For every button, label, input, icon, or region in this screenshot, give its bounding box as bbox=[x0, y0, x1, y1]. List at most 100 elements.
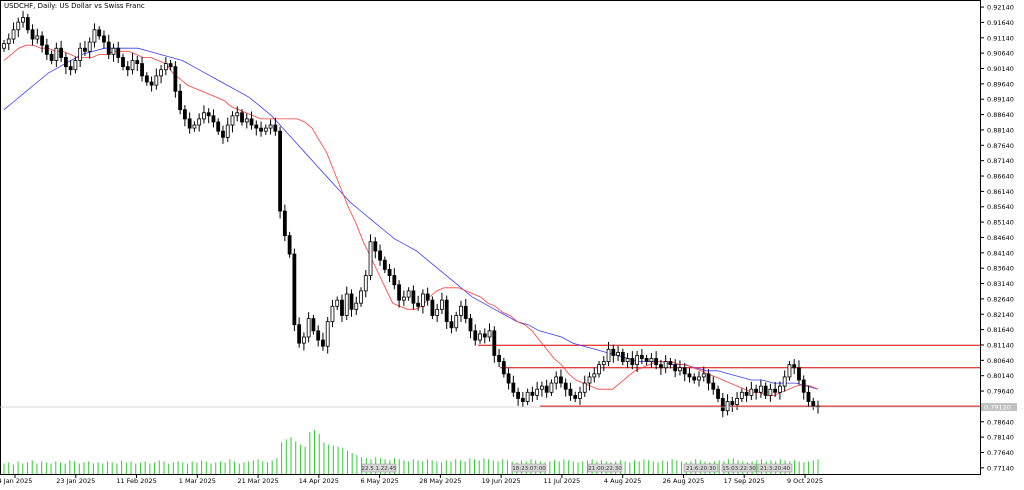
candle-body bbox=[554, 376, 559, 384]
candle-body bbox=[340, 299, 344, 316]
candle-body bbox=[473, 330, 478, 341]
candle-body bbox=[68, 66, 73, 71]
candle-body bbox=[211, 115, 216, 123]
y-tick-label: 0.77140 bbox=[987, 464, 1014, 472]
candle-body bbox=[116, 47, 121, 58]
candle-body bbox=[311, 318, 316, 332]
candle-body bbox=[335, 299, 340, 307]
candle-body bbox=[768, 388, 773, 396]
candle-body bbox=[520, 398, 525, 402]
candle-body bbox=[511, 382, 516, 393]
x-tick-label: 4 Aug 2025 bbox=[604, 477, 642, 485]
candle-body bbox=[178, 90, 183, 111]
y-tick-label: 0.85140 bbox=[987, 219, 1014, 227]
candle-body bbox=[758, 385, 763, 393]
y-tick-label: 0.85640 bbox=[987, 203, 1014, 211]
candle-body bbox=[221, 130, 225, 138]
candle-body bbox=[678, 367, 682, 372]
candle-body bbox=[549, 382, 554, 393]
candle-body bbox=[430, 299, 435, 316]
candle-body bbox=[325, 321, 330, 347]
candle-body bbox=[720, 398, 725, 412]
x-tick-label: 1 Mar 2025 bbox=[179, 477, 216, 485]
candle-body bbox=[2, 43, 6, 49]
y-tick-label: 0.89640 bbox=[987, 80, 1014, 88]
volume-label: 21:6:20:30 bbox=[686, 466, 717, 472]
candle-body bbox=[230, 115, 235, 126]
volume-label: 18:23:07:00 bbox=[512, 466, 546, 472]
x-tick-label: 21 Mar 2025 bbox=[237, 477, 278, 485]
candle-body bbox=[154, 75, 159, 86]
candle-body bbox=[392, 275, 397, 286]
candle-body bbox=[83, 47, 87, 52]
candle-body bbox=[687, 373, 692, 378]
candle-body bbox=[21, 17, 25, 23]
candle-body bbox=[363, 275, 368, 292]
x-tick-label: 19 Jun 2025 bbox=[482, 477, 521, 485]
candle-body bbox=[501, 361, 506, 375]
candle-body bbox=[730, 401, 735, 405]
candle-body bbox=[387, 269, 392, 276]
candle-body bbox=[301, 336, 306, 344]
x-tick-label: 17 Sep 2025 bbox=[724, 477, 765, 485]
y-tick-label: 0.92140 bbox=[987, 4, 1014, 12]
candle-body bbox=[192, 124, 197, 129]
candle-body bbox=[306, 318, 311, 338]
candle-body bbox=[140, 63, 144, 77]
candle-body bbox=[206, 112, 211, 117]
candle-body bbox=[368, 241, 373, 276]
candle-body bbox=[411, 290, 416, 304]
candle-body bbox=[659, 364, 663, 369]
candle-body bbox=[463, 305, 468, 319]
candle-body bbox=[516, 391, 521, 399]
candle-body bbox=[292, 253, 297, 326]
candle-body bbox=[739, 391, 744, 399]
candle-body bbox=[435, 308, 440, 316]
y-tick-label: 0.88640 bbox=[987, 111, 1014, 119]
volume-label-box bbox=[361, 463, 397, 473]
candle-body bbox=[102, 35, 106, 43]
candle-body bbox=[78, 47, 83, 61]
y-tick-label: 0.78140 bbox=[987, 434, 1014, 442]
candle-body bbox=[639, 355, 644, 359]
candle-body bbox=[373, 241, 378, 252]
candle-body bbox=[278, 130, 282, 212]
candle-body bbox=[787, 364, 792, 378]
candle-body bbox=[725, 401, 730, 412]
candle-body bbox=[782, 376, 787, 387]
candle-body bbox=[506, 373, 511, 384]
candle-body bbox=[144, 75, 149, 83]
volume-label: 21:3:20:40 bbox=[760, 466, 791, 472]
y-tick-label: 0.87140 bbox=[987, 157, 1014, 165]
candle-body bbox=[735, 398, 739, 405]
x-tick-label: 26 Aug 2025 bbox=[663, 477, 705, 485]
candle-body bbox=[778, 385, 782, 393]
candle-body bbox=[130, 60, 135, 71]
y-tick-label: 0.77640 bbox=[987, 449, 1014, 457]
candle-body bbox=[692, 376, 697, 381]
candle-body bbox=[597, 364, 601, 375]
candle-body bbox=[592, 373, 597, 378]
candle-body bbox=[497, 355, 501, 362]
y-tick-label: 0.79640 bbox=[987, 388, 1014, 396]
candle-body bbox=[11, 29, 16, 40]
candle-body bbox=[378, 250, 382, 261]
candle-body bbox=[744, 391, 749, 396]
y-tick-label: 0.89140 bbox=[987, 96, 1014, 104]
candle-body bbox=[182, 109, 187, 120]
volume-label-box bbox=[757, 463, 793, 473]
candle-body bbox=[749, 388, 754, 396]
x-tick-label: 6 May 2025 bbox=[360, 477, 398, 485]
candle-body bbox=[216, 121, 221, 132]
candle-body bbox=[263, 127, 268, 132]
candle-body bbox=[444, 299, 449, 323]
x-tick-label: 28 May 2025 bbox=[419, 477, 461, 485]
candle-body bbox=[459, 305, 463, 316]
volume-labels: 22.5.1.22.45 18:23:07:00 21:00:22:30 21:6:2… bbox=[361, 463, 793, 473]
candle-body bbox=[701, 373, 706, 378]
candle-body bbox=[601, 361, 606, 366]
y-tick-label: 0.82140 bbox=[987, 311, 1014, 319]
candle-body bbox=[630, 358, 635, 366]
candle-body bbox=[697, 376, 701, 381]
